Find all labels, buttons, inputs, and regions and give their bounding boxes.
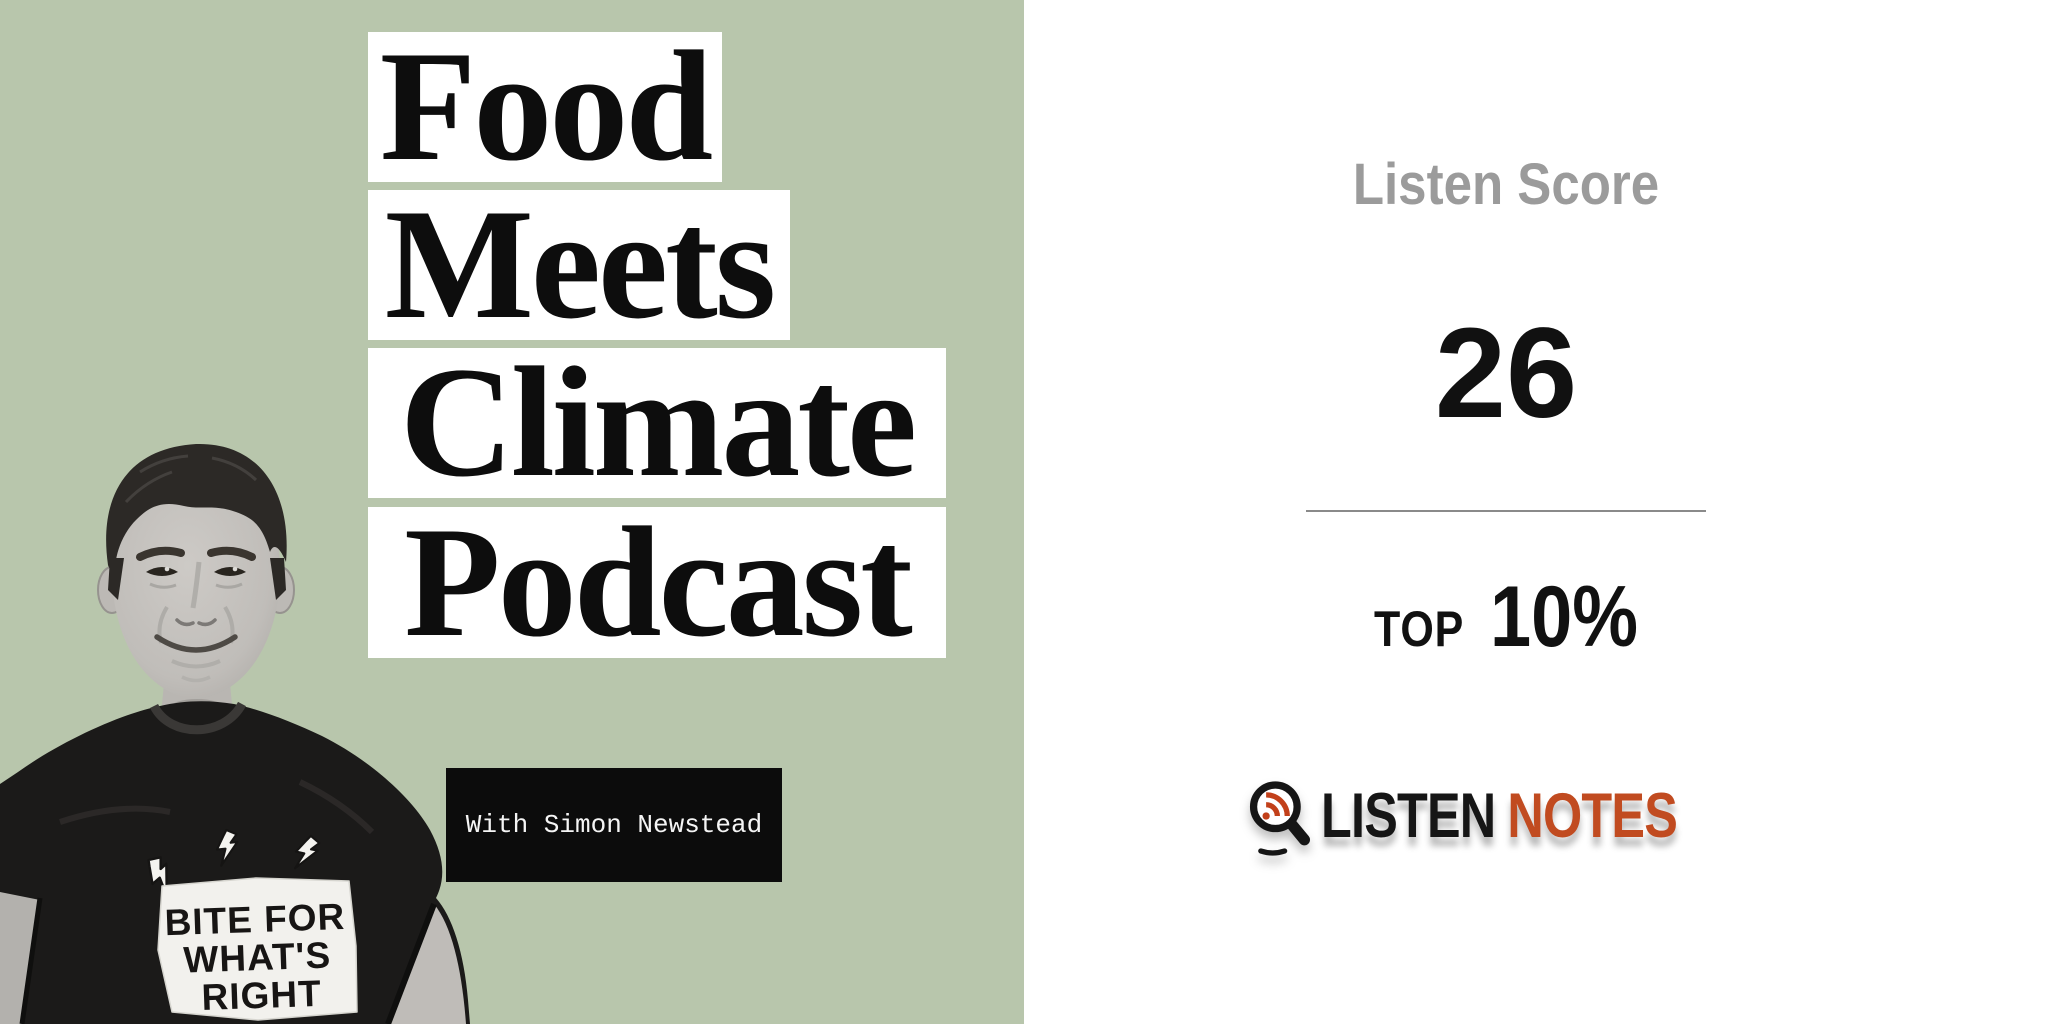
byline-box: With Simon Newstead bbox=[446, 768, 782, 882]
rank-row: TOP 10% bbox=[1091, 574, 1920, 660]
title-line-box: Food bbox=[368, 19, 722, 194]
tshirt-sign: BITE FOR WHAT'S RIGHT bbox=[138, 828, 358, 1021]
listen-score-heading: Listen Score bbox=[1352, 152, 1660, 217]
listen-score-panel: Listen Score 26 TOP 10% LISTEN NOTES bbox=[1024, 0, 2048, 1024]
title-line-box: Podcast bbox=[368, 494, 946, 670]
title-line: Climate bbox=[399, 335, 917, 510]
listen-score-value: 26 bbox=[1434, 302, 1578, 445]
podcast-cover-art: BITE FOR WHAT'S RIGHT Food Meets Climate… bbox=[0, 0, 1024, 1024]
rank-value: 10% bbox=[1489, 569, 1639, 665]
sign-line: BITE FOR bbox=[164, 896, 346, 943]
brand-notes: NOTES bbox=[1507, 780, 1678, 851]
sign-line: RIGHT bbox=[201, 973, 322, 1018]
sign-board bbox=[157, 877, 358, 1021]
title-line: Podcast bbox=[404, 494, 913, 670]
brand-listen: LISTEN bbox=[1321, 780, 1496, 851]
sign-line: WHAT'S bbox=[183, 934, 332, 980]
title-line-box: Climate bbox=[368, 335, 946, 510]
magnifier-rss-icon bbox=[1250, 781, 1311, 856]
rank-label: TOP bbox=[1373, 601, 1465, 657]
title-line: Meets bbox=[384, 177, 776, 352]
host-portrait-photo: BITE FOR WHAT'S RIGHT bbox=[0, 443, 470, 1024]
byline-text: With Simon Newstead bbox=[465, 810, 763, 840]
title-line: Food bbox=[379, 19, 713, 194]
listen-notes-logo[interactable]: LISTEN NOTES bbox=[1024, 776, 1988, 856]
title-line-box: Meets bbox=[368, 177, 790, 352]
divider bbox=[1306, 510, 1706, 512]
brand-wordmark: LISTEN NOTES bbox=[1321, 780, 1678, 851]
